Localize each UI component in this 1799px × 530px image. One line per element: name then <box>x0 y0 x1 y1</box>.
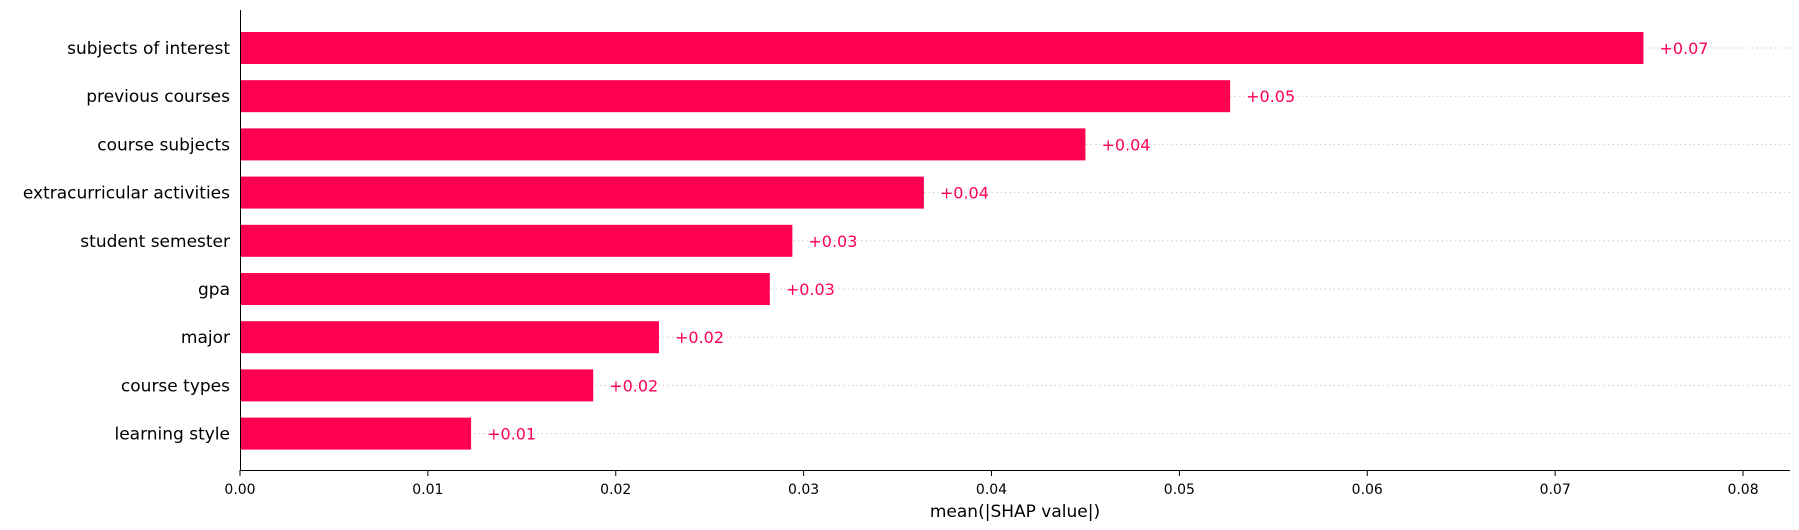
bar <box>240 273 770 305</box>
bar <box>240 321 659 354</box>
bar <box>240 32 1644 64</box>
bar <box>240 224 793 257</box>
value-label: +0.05 <box>1246 87 1295 106</box>
x-tick-label: 0.02 <box>600 482 631 498</box>
bar <box>240 176 924 209</box>
value-label: +0.04 <box>1101 135 1150 154</box>
x-tick-label: 0.07 <box>1540 482 1571 498</box>
bar <box>240 417 472 450</box>
category-label: learning style <box>114 425 230 445</box>
axes <box>240 10 1790 471</box>
category-label: major <box>181 328 230 348</box>
category-label: student semester <box>80 232 230 252</box>
x-axis-label: mean(|SHAP value|) <box>930 502 1100 522</box>
category-label: subjects of interest <box>67 39 230 59</box>
category-label: course types <box>121 376 230 396</box>
x-tick-label: 0.05 <box>1164 482 1195 498</box>
value-label: +0.02 <box>609 376 658 395</box>
bars <box>240 32 1644 450</box>
x-tick-label: 0.03 <box>788 482 819 498</box>
value-label: +0.03 <box>808 232 857 251</box>
value-labels: +0.07 +0.05 +0.04 +0.04 +0.03 +0.03 +0.02 +0.02… <box>487 39 1708 444</box>
x-tick-label: 0.00 <box>224 482 255 498</box>
value-label: +0.07 <box>1659 39 1708 58</box>
x-ticks: 0.00 0.01 0.02 0.03 0.04 0.05 0.06 0.07 0.08 <box>224 470 1759 498</box>
x-tick-label: 0.04 <box>976 482 1007 498</box>
category-label: gpa <box>198 280 230 300</box>
category-label: extracurricular activities <box>23 184 230 204</box>
bar <box>240 128 1086 161</box>
value-label: +0.01 <box>487 425 536 444</box>
category-labels: subjects of interest previous courses cour… <box>23 39 230 445</box>
x-tick-label: 0.01 <box>412 482 443 498</box>
bar <box>240 80 1231 113</box>
category-label: course subjects <box>97 135 230 155</box>
bar <box>240 369 594 402</box>
x-tick-label: 0.08 <box>1727 482 1758 498</box>
x-tick-label: 0.06 <box>1352 482 1383 498</box>
value-label: +0.04 <box>940 184 989 203</box>
category-label: previous courses <box>86 87 230 107</box>
value-label: +0.02 <box>675 328 724 347</box>
value-label: +0.03 <box>786 280 835 299</box>
